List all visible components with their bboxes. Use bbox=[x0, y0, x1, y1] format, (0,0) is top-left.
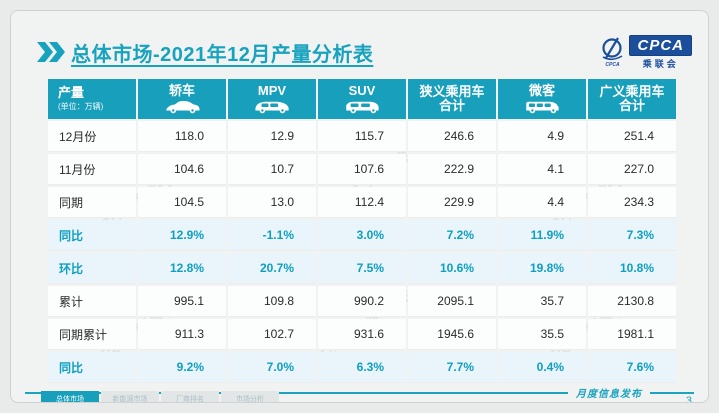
table-cell: 995.1 bbox=[138, 286, 226, 317]
table-cell: 112.4 bbox=[318, 187, 406, 218]
header-cell-production: 产量 (单位：万辆) bbox=[48, 79, 136, 119]
table-cell: 118.0 bbox=[138, 121, 226, 152]
row-label: 环比 bbox=[48, 253, 136, 284]
header-production-label: 产量 bbox=[58, 85, 85, 101]
table-cell: 10.6% bbox=[408, 253, 496, 284]
table-cell: 234.3 bbox=[588, 187, 676, 218]
table-cell: 109.8 bbox=[228, 286, 316, 317]
row-label: 11月份 bbox=[48, 154, 136, 185]
table-cell: 35.7 bbox=[498, 286, 586, 317]
table-cell: 102.7 bbox=[228, 319, 316, 350]
table-cell: 2095.1 bbox=[408, 286, 496, 317]
table-cell: 222.9 bbox=[408, 154, 496, 185]
table-cell: 4.4 bbox=[498, 187, 586, 218]
table-cell: 0.4% bbox=[498, 352, 586, 383]
header-unit-label: (单位：万辆) bbox=[58, 101, 104, 111]
table-cell: 12.8% bbox=[138, 253, 226, 284]
suv-icon bbox=[346, 101, 379, 113]
table-cell: 7.2% bbox=[408, 220, 496, 251]
row-label: 同比 bbox=[48, 220, 136, 251]
table-cell: 7.7% bbox=[408, 352, 496, 383]
table-cell: 3.0% bbox=[318, 220, 406, 251]
table-cell: 35.5 bbox=[498, 319, 586, 350]
table-cell: 7.5% bbox=[318, 253, 406, 284]
bottom-nav: 总体市场 新能源市场 厂商排名 市场分析 bbox=[41, 391, 279, 402]
tab-nev-market[interactable]: 新能源市场 bbox=[101, 391, 159, 402]
table-cell: 9.2% bbox=[138, 352, 226, 383]
table-cell: 10.8% bbox=[588, 253, 676, 284]
table-cell: 104.5 bbox=[138, 187, 226, 218]
header-cell-suv: SUV bbox=[318, 79, 406, 119]
row-label: 同期累计 bbox=[48, 319, 136, 350]
header-cell-microvan: 微客 bbox=[498, 79, 586, 119]
header-cell-broad-pv-total: 广义乘用车 合计 bbox=[588, 79, 676, 119]
table-cell: 20.7% bbox=[228, 253, 316, 284]
row-label: 12月份 bbox=[48, 121, 136, 152]
page-number: 3 bbox=[685, 395, 692, 403]
table-cell: 7.3% bbox=[588, 220, 676, 251]
table-cell: 4.1 bbox=[498, 154, 586, 185]
header-cell-narrow-pv-total: 狭义乘用车 合计 bbox=[408, 79, 496, 119]
table-cell: 13.0 bbox=[228, 187, 316, 218]
table-cell: 10.7 bbox=[228, 154, 316, 185]
logo-cpca-text: CPCA bbox=[629, 34, 692, 56]
logo-subtitle: 乘联会 bbox=[642, 58, 679, 69]
table-cell: 115.7 bbox=[318, 121, 406, 152]
title-bar: 总体市场-2021年12月产量分析表 CPCA CPCA 乘联会 bbox=[35, 29, 692, 75]
table-cell: 2130.8 bbox=[588, 286, 676, 317]
table-cell: 229.9 bbox=[408, 187, 496, 218]
table-cell: 7.0% bbox=[228, 352, 316, 383]
cpca-swirl-icon bbox=[602, 37, 623, 61]
table-cell: 11.9% bbox=[498, 220, 586, 251]
table-cell: 990.2 bbox=[318, 286, 406, 317]
table-cell: 1981.1 bbox=[588, 319, 676, 350]
tab-overall-market[interactable]: 总体市场 bbox=[41, 391, 99, 402]
tab-market-analysis[interactable]: 市场分析 bbox=[221, 391, 279, 402]
table-cell: 1945.6 bbox=[408, 319, 496, 350]
sedan-icon bbox=[166, 100, 200, 113]
production-table: 产量 (单位：万辆) 轿车 MPV SUV bbox=[48, 79, 676, 383]
table-cell: 12.9% bbox=[138, 220, 226, 251]
footer-divider: 月度信息发布 bbox=[25, 385, 694, 400]
table-cell: 104.6 bbox=[138, 154, 226, 185]
footer-line-right bbox=[650, 391, 694, 394]
table-cell: 107.6 bbox=[318, 154, 406, 185]
row-label: 同比 bbox=[48, 352, 136, 383]
header-cell-mpv: MPV bbox=[228, 79, 316, 119]
release-label: 月度信息发布 bbox=[576, 389, 642, 400]
table-cell: 931.6 bbox=[318, 319, 406, 350]
table-cell: 251.4 bbox=[588, 121, 676, 152]
footer-line-left bbox=[25, 391, 568, 394]
header-cell-sedan: 轿车 bbox=[138, 79, 226, 119]
row-label: 同期 bbox=[48, 187, 136, 218]
table-cell: 12.9 bbox=[228, 121, 316, 152]
row-label: 累计 bbox=[48, 286, 136, 317]
microvan-icon bbox=[526, 101, 559, 113]
table-cell: 911.3 bbox=[138, 319, 226, 350]
page-title: 总体市场-2021年12月产量分析表 bbox=[71, 43, 374, 66]
table-cell: -1.1% bbox=[228, 220, 316, 251]
table-cell: 6.3% bbox=[318, 352, 406, 383]
table-cell: 4.9 bbox=[498, 121, 586, 152]
double-chevron-icon bbox=[37, 42, 65, 62]
tab-oem-ranking[interactable]: 厂商排名 bbox=[161, 391, 219, 402]
table-cell: 227.0 bbox=[588, 154, 676, 185]
table-cell: 7.6% bbox=[588, 352, 676, 383]
table-cell: 246.6 bbox=[408, 121, 496, 152]
logo-small-text: CPCA bbox=[605, 62, 620, 68]
slide-card: CPCA 乘联会 CPCA 乘联会 CPCA 乘联会 CPCA 乘联会 CPCA… bbox=[10, 10, 709, 403]
table-cell: 19.8% bbox=[498, 253, 586, 284]
cpca-logo: CPCA CPCA 乘联会 bbox=[599, 34, 692, 70]
mpv-icon bbox=[255, 101, 289, 113]
